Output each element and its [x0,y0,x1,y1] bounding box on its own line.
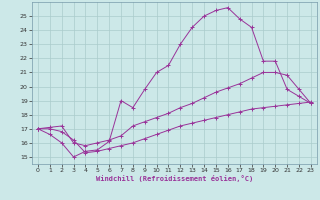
X-axis label: Windchill (Refroidissement éolien,°C): Windchill (Refroidissement éolien,°C) [96,175,253,182]
